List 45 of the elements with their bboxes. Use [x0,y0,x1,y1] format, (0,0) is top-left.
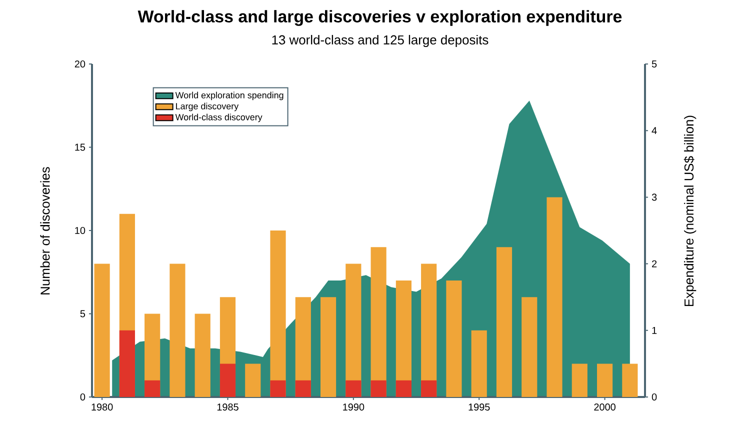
chart-title: World-class and large discoveries v exploration expenditure [138,10,622,26]
bar [245,364,261,397]
bar [346,380,362,397]
x-tick-label: 1995 [468,404,490,411]
bar [572,364,588,397]
bar [194,314,210,397]
x-tick-label: 2000 [594,404,616,411]
y-tick-label: 10 [75,226,86,234]
bar [144,380,160,397]
bar [295,380,311,397]
y-tick-label: 20 [74,60,86,68]
legend-label: World exploration spending [175,92,284,100]
bar [546,197,562,397]
y-axis-title: Number of discoveries [40,167,50,294]
y2-tick-label: 2 [652,260,657,268]
bar [119,330,135,397]
y2-tick-label: 4 [652,127,657,134]
bar [220,364,236,397]
bar [596,364,613,397]
x-tick-label: 1985 [217,404,238,411]
bar [446,280,462,397]
bar [370,380,386,397]
x-tick-label: 1990 [343,404,364,411]
bar [622,364,638,397]
legend-label: World-class discovery [175,114,262,122]
bar [471,330,487,397]
legend-label: Large discovery [176,102,239,112]
y2-axis-title: Expenditure (nominal US$ billion) [684,116,696,306]
bar [170,264,186,397]
y2-tick-label: 3 [652,194,657,201]
chart-subtitle: 13 world-class and 125 large deposits [272,34,488,48]
y2-tick-label: 1 [652,326,657,334]
bar [320,297,336,397]
y2-tick-label: 5 [652,60,657,68]
bar [270,380,286,397]
bar [396,380,412,397]
bar [94,264,110,397]
y-tick-label: 0 [80,393,86,401]
y-tick-label: 5 [80,310,86,318]
bar [496,247,512,397]
x-tick-label: 1980 [92,404,113,411]
bar [421,380,437,397]
y-tick-label: 15 [75,144,86,151]
y2-tick-label: 0 [652,393,657,401]
bar [522,297,538,397]
